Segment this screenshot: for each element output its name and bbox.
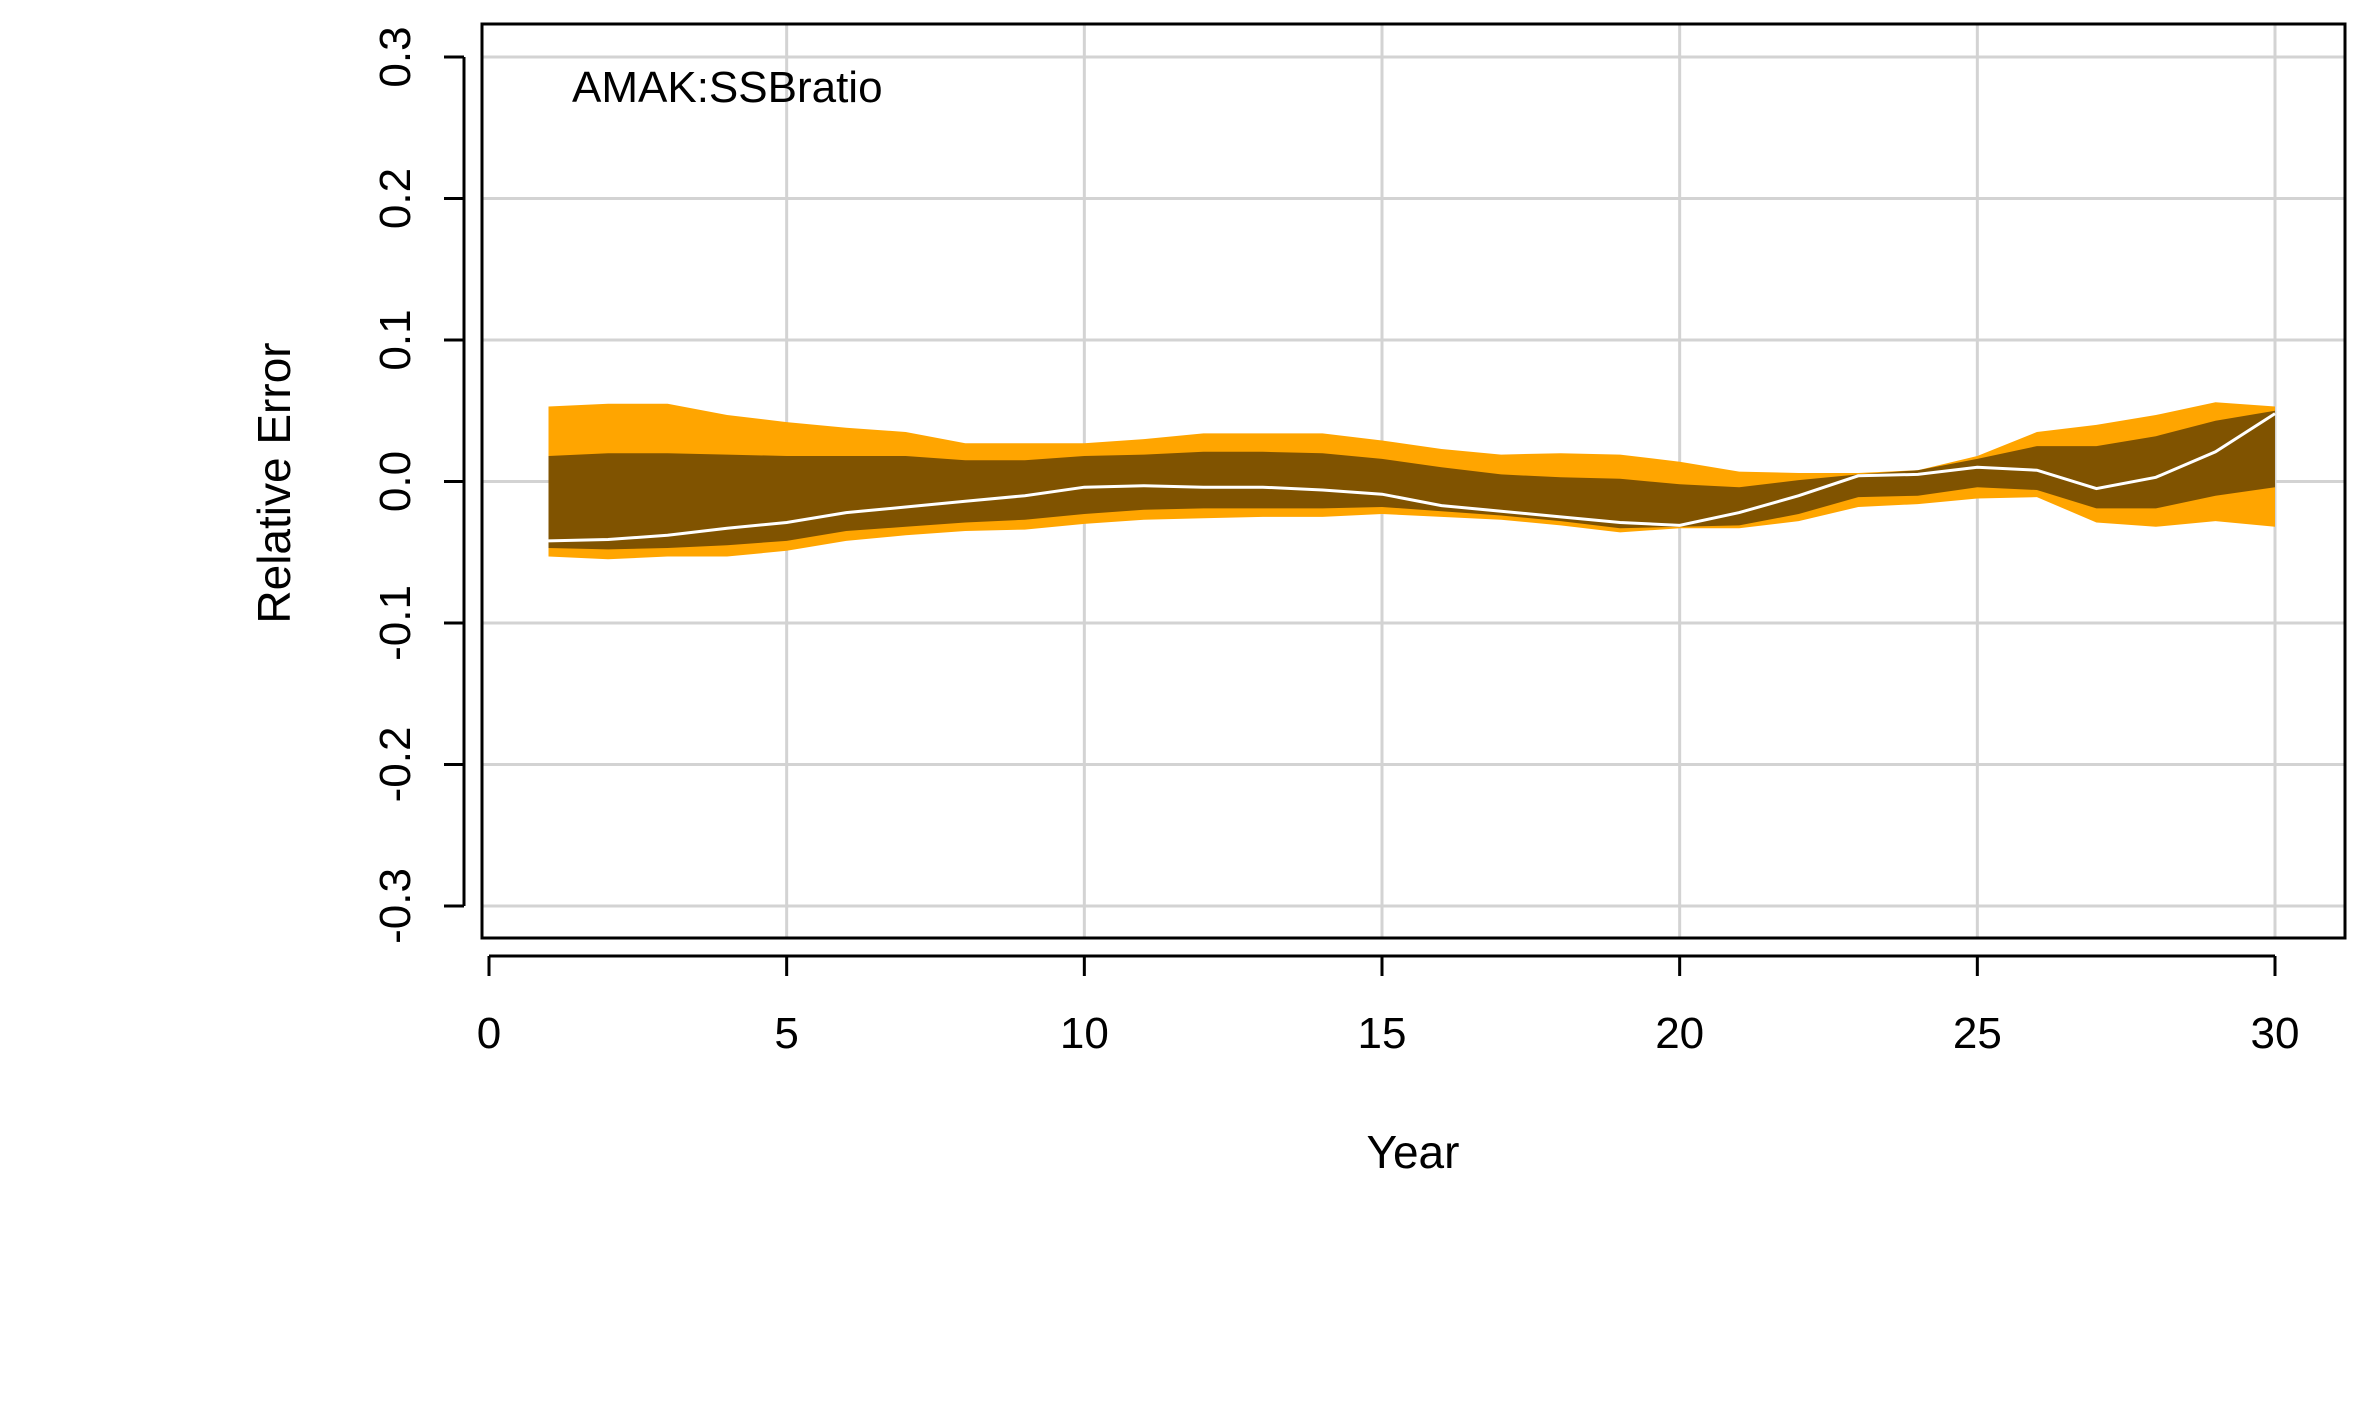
y-tick-label: -0.3 bbox=[371, 868, 420, 944]
plot-frame bbox=[480, 22, 2347, 940]
y-tick-label: 0.3 bbox=[371, 26, 420, 87]
x-tick-label: 5 bbox=[774, 1009, 798, 1058]
x-axis: 0 5 10 15 20 25 30 bbox=[477, 954, 2300, 1058]
y-tick-label: 0.2 bbox=[371, 168, 420, 229]
chart-annotation: AMAK:SSBratio bbox=[572, 63, 883, 112]
y-axis-title: Relative Error bbox=[248, 342, 300, 623]
x-tick-label: 0 bbox=[477, 1009, 501, 1058]
y-tick-label: 0.1 bbox=[371, 309, 420, 370]
y-axis: -0.3 -0.2 -0.1 0.0 0.1 0.2 0.3 bbox=[371, 26, 466, 944]
median-line bbox=[548, 412, 2276, 543]
y-tick-label: -0.1 bbox=[371, 585, 420, 661]
x-axis-title: Year bbox=[1367, 1126, 1460, 1178]
inner-interval-band bbox=[548, 410, 2275, 550]
x-tick-label: 15 bbox=[1358, 1009, 1407, 1058]
x-tick-label: 25 bbox=[1953, 1009, 2002, 1058]
x-tick-label: 30 bbox=[2251, 1009, 2300, 1058]
y-tick-label: -0.2 bbox=[371, 727, 420, 803]
x-tick-label: 10 bbox=[1060, 1009, 1109, 1058]
y-tick-label: 0.0 bbox=[371, 451, 420, 512]
x-tick-label: 20 bbox=[1655, 1009, 1704, 1058]
